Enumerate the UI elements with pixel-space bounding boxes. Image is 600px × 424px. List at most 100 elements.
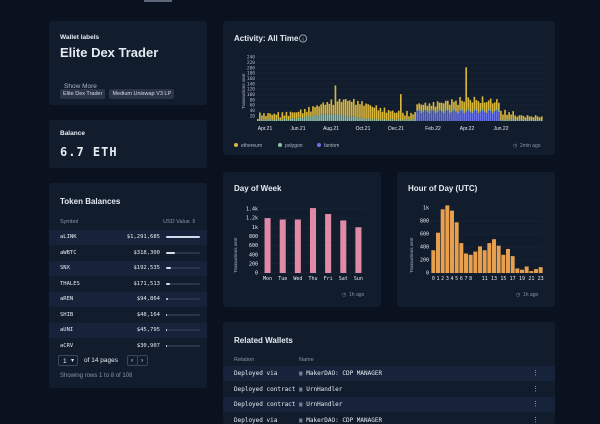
token-row[interactable]: SHIB $48,164 bbox=[49, 308, 207, 323]
activity-bar bbox=[416, 110, 418, 121]
activity-bar bbox=[314, 114, 316, 121]
page-select[interactable]: 1 ▾ bbox=[58, 355, 78, 366]
related-wallet-row[interactable]: Deployed contract ▣ UrnHandler ⋮ bbox=[223, 397, 555, 412]
show-more-button[interactable]: Show More bbox=[64, 83, 97, 90]
activity-bar bbox=[277, 118, 280, 121]
activity-bar bbox=[281, 119, 284, 121]
token-row[interactable]: aUNI $45,795 bbox=[49, 323, 207, 338]
activity-bar bbox=[379, 120, 382, 121]
activity-bar bbox=[350, 101, 353, 117]
token-table-header: Symbol USD Value ⇕ bbox=[60, 219, 200, 225]
token-symbol: aREN bbox=[60, 296, 74, 302]
y-tick-label: 1k bbox=[423, 206, 429, 212]
wallet-tag[interactable]: Medium Uniswap V3 LP bbox=[109, 89, 175, 99]
activity-bar bbox=[520, 118, 523, 121]
token-row[interactable]: THALES $171,513 bbox=[49, 277, 207, 292]
activity-bar bbox=[273, 119, 275, 121]
activity-bar bbox=[428, 113, 431, 121]
activity-bar bbox=[269, 118, 271, 121]
activity-bar bbox=[440, 111, 443, 112]
activity-bar bbox=[412, 119, 414, 121]
wallet-name-text[interactable]: MakerDAO: CDP MANAGER bbox=[306, 416, 383, 424]
more-options-icon[interactable]: ⋮ bbox=[532, 400, 539, 408]
activity-bar bbox=[485, 113, 488, 121]
x-tick-label: Jun.21 bbox=[290, 126, 305, 132]
token-row[interactable]: SNX $192,535 bbox=[49, 261, 207, 276]
token-value-bar-fill bbox=[166, 298, 169, 300]
bar bbox=[506, 248, 510, 273]
activity-bar bbox=[301, 118, 304, 121]
activity-bar bbox=[316, 115, 318, 121]
y-tick-label: 400 bbox=[420, 245, 429, 251]
activity-bar bbox=[444, 100, 447, 109]
activity-bar bbox=[528, 119, 531, 121]
next-page-button[interactable]: › bbox=[137, 355, 148, 366]
activity-bar bbox=[259, 112, 261, 120]
y-tick-label: 1.2k bbox=[246, 216, 258, 222]
activity-bar bbox=[502, 120, 504, 121]
related-wallet-row[interactable]: Deployed via ▣ MakerDAO: CDP MANAGER ⋮ bbox=[223, 413, 555, 424]
activity-bar bbox=[310, 111, 312, 118]
token-row[interactable]: aCRV $30,907 bbox=[49, 339, 207, 354]
wallet-name-text[interactable]: MakerDAO: CDP MANAGER bbox=[306, 370, 383, 377]
activity-bar bbox=[279, 120, 282, 121]
activity-bar bbox=[432, 110, 435, 121]
x-tick-label: 15 bbox=[500, 276, 506, 282]
symbol-column-header[interactable]: Symbol bbox=[60, 219, 79, 225]
activity-bar bbox=[289, 111, 292, 119]
activity-bar bbox=[459, 110, 461, 121]
activity-bar bbox=[371, 106, 374, 121]
activity-bar bbox=[422, 110, 425, 112]
activity-bar bbox=[312, 106, 314, 116]
activity-bar bbox=[487, 109, 490, 111]
sort-icon[interactable]: ⇕ bbox=[191, 219, 196, 225]
legend-label: polygon bbox=[285, 143, 303, 149]
more-options-icon[interactable]: ⋮ bbox=[532, 369, 539, 377]
activity-bar bbox=[526, 119, 529, 121]
activity-bar bbox=[536, 116, 539, 120]
y-tick-label: 140 bbox=[247, 81, 255, 87]
token-row[interactable]: aWBTC $318,300 bbox=[49, 246, 207, 261]
usd-value-column-header[interactable]: USD Value ⇕ bbox=[163, 219, 196, 225]
activity-bar bbox=[489, 98, 492, 109]
activity-bar bbox=[336, 101, 339, 114]
activity-bar bbox=[418, 110, 421, 121]
token-row[interactable]: aLINK $1,291,685 bbox=[49, 230, 207, 245]
bar bbox=[529, 271, 534, 273]
balance-card: Balance 6.7 ETH bbox=[49, 120, 207, 168]
activity-bar bbox=[465, 67, 468, 110]
wallet-tag[interactable]: Elite Dex Trader bbox=[60, 89, 106, 99]
token-value-bar bbox=[166, 251, 200, 254]
more-options-icon[interactable]: ⋮ bbox=[532, 384, 539, 393]
bar bbox=[445, 205, 450, 273]
activity-bar bbox=[412, 114, 414, 120]
x-tick-label: Wed bbox=[293, 276, 302, 282]
related-wallets-card: Related Wallets Relation Name Deployed v… bbox=[223, 322, 555, 424]
activity-bar bbox=[395, 112, 398, 120]
activity-bar bbox=[473, 108, 476, 111]
activity-bar bbox=[299, 117, 302, 121]
activity-bar bbox=[393, 112, 396, 121]
token-row[interactable]: aREN $94,864 bbox=[49, 292, 207, 307]
wallet-name-text[interactable]: UrnHandler bbox=[306, 385, 343, 393]
activity-bar bbox=[322, 113, 325, 121]
activity-bar bbox=[381, 118, 384, 121]
activity-bar bbox=[397, 118, 400, 121]
activity-bar bbox=[426, 111, 429, 121]
activity-bar bbox=[518, 115, 521, 120]
activity-bar bbox=[397, 110, 400, 119]
related-wallet-row[interactable]: Deployed via ▣ MakerDAO: CDP MANAGER ⋮ bbox=[223, 366, 555, 381]
wallet-name-text[interactable]: UrnHandler bbox=[306, 401, 343, 408]
relation-text: Deployed contract bbox=[234, 401, 296, 408]
activity-bar bbox=[496, 99, 498, 109]
y-tick-label: 800 bbox=[249, 234, 258, 240]
chart-timestamp: 1h ago bbox=[523, 292, 539, 298]
more-options-icon[interactable]: ⋮ bbox=[532, 415, 539, 424]
bar bbox=[492, 239, 496, 273]
token-symbol: aUNI bbox=[60, 327, 74, 333]
x-tick-label: Apr.22 bbox=[460, 126, 475, 132]
activity-bar bbox=[444, 108, 447, 111]
related-wallet-row[interactable]: Deployed contract ▣ UrnHandler ⋮ bbox=[223, 382, 555, 397]
activity-bar bbox=[498, 112, 500, 121]
x-tick-label: 2 bbox=[441, 276, 444, 282]
